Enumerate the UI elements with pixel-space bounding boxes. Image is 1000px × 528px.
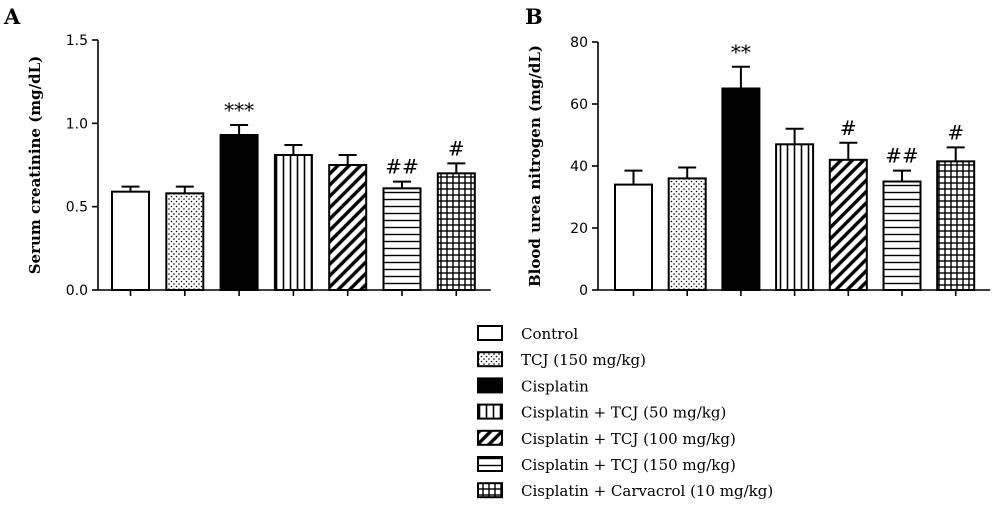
y-tick-label: 0.0 xyxy=(66,283,88,299)
y-tick-label: 1.0 xyxy=(66,116,88,132)
significance-label: ** xyxy=(731,40,751,64)
y-axis-label: Blood urea nitrogen (mg/dL) xyxy=(526,45,544,287)
legend-label: Control xyxy=(521,325,578,343)
legend-swatch xyxy=(477,429,503,446)
panel-letter: A xyxy=(3,4,21,29)
bar xyxy=(936,160,976,291)
significance-label: *** xyxy=(224,98,254,122)
bar xyxy=(775,143,815,291)
bar xyxy=(721,87,761,291)
bar xyxy=(165,192,205,291)
y-axis-label: Serum creatinine (mg/dL) xyxy=(26,56,44,275)
legend-label: TCJ (150 mg/kg) xyxy=(521,351,646,369)
legend-swatch xyxy=(477,456,503,472)
panel-letter: B xyxy=(525,4,543,29)
panel-b-chart: B Blood urea nitrogen (mg/dL) 0 20 40 60 80 ** #… xyxy=(525,4,991,299)
bar xyxy=(111,190,150,292)
legend-label: Cisplatin + Carvacrol (10 mg/kg) xyxy=(521,482,773,500)
legend-label: Cisplatin + TCJ (50 mg/kg) xyxy=(521,404,726,422)
legend-swatch xyxy=(477,403,503,420)
significance-label: ## xyxy=(885,144,919,168)
bar xyxy=(828,158,868,291)
legend: Control TCJ (150 mg/kg) Cisplatin Cisplatin… xyxy=(477,325,773,500)
legend-swatch xyxy=(477,325,503,341)
significance-label: # xyxy=(840,116,857,140)
y-tick-label: 0.5 xyxy=(66,200,88,216)
legend-label: Cisplatin + TCJ (150 mg/kg) xyxy=(521,456,736,474)
y-tick-label: 20 xyxy=(570,221,588,237)
significance-label: # xyxy=(448,136,465,160)
bar xyxy=(614,183,653,292)
significance-label: ## xyxy=(385,155,419,179)
bar xyxy=(667,177,707,291)
legend-swatch xyxy=(477,351,503,368)
bar xyxy=(382,187,422,291)
legend-label: Cisplatin + TCJ (100 mg/kg) xyxy=(521,430,736,448)
legend-label: Cisplatin xyxy=(521,377,589,395)
bar xyxy=(273,154,313,291)
bar xyxy=(328,164,368,291)
y-tick-label: 40 xyxy=(570,159,588,175)
y-tick-label: 80 xyxy=(570,35,588,51)
bar xyxy=(219,134,259,291)
significance-label: # xyxy=(947,120,964,144)
y-tick-label: 1.5 xyxy=(66,33,88,49)
legend-swatch xyxy=(477,377,503,394)
y-tick-label: 60 xyxy=(570,97,588,113)
panel-a-chart: A Serum creatinine (mg/dL) 0.0 0.5 1.0 1.5 ***… xyxy=(3,4,491,299)
bar xyxy=(436,172,476,291)
y-tick-label: 0 xyxy=(579,283,588,299)
bar xyxy=(882,180,922,291)
legend-swatch xyxy=(477,482,503,499)
